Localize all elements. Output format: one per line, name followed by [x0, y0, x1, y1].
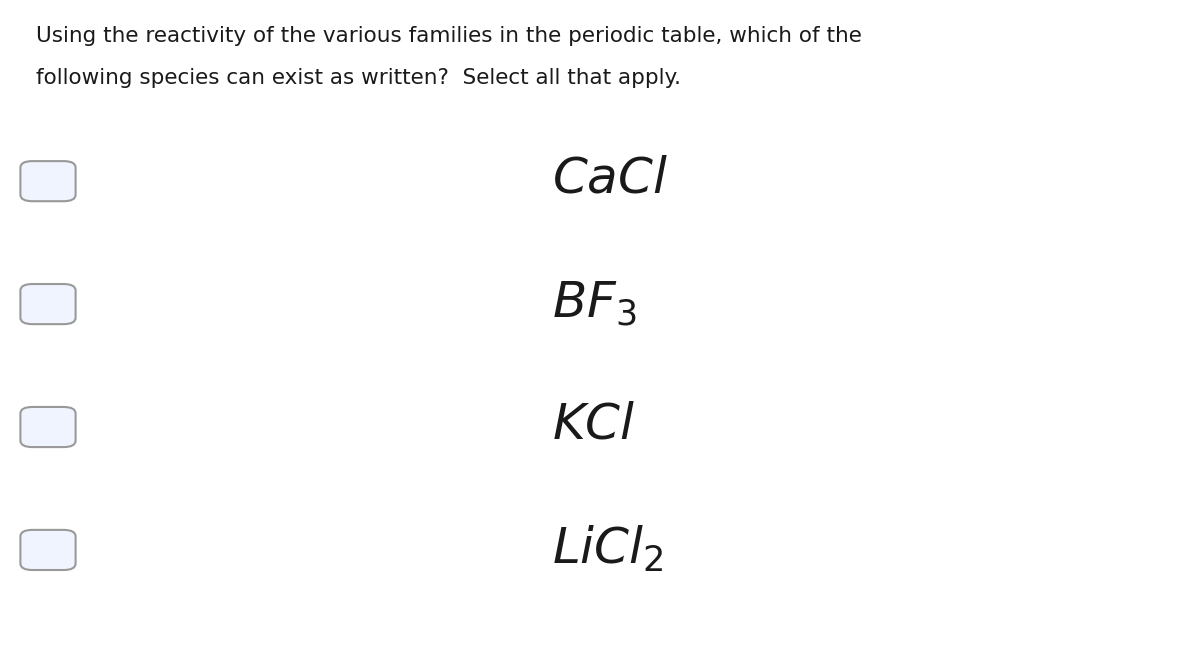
Text: $\mathit{BF}_{3}$: $\mathit{BF}_{3}$ [552, 280, 636, 328]
FancyBboxPatch shape [20, 284, 76, 324]
FancyBboxPatch shape [20, 407, 76, 447]
Text: $\mathit{CaCl}$: $\mathit{CaCl}$ [552, 159, 668, 204]
Text: Using the reactivity of the various families in the periodic table, which of the: Using the reactivity of the various fami… [36, 26, 862, 46]
Text: following species can exist as written?  Select all that apply.: following species can exist as written? … [36, 68, 682, 88]
FancyBboxPatch shape [20, 161, 76, 201]
Text: $\mathit{KCl}$: $\mathit{KCl}$ [552, 404, 635, 450]
FancyBboxPatch shape [20, 530, 76, 570]
Text: $\mathit{LiCl}_{2}$: $\mathit{LiCl}_{2}$ [552, 525, 664, 575]
